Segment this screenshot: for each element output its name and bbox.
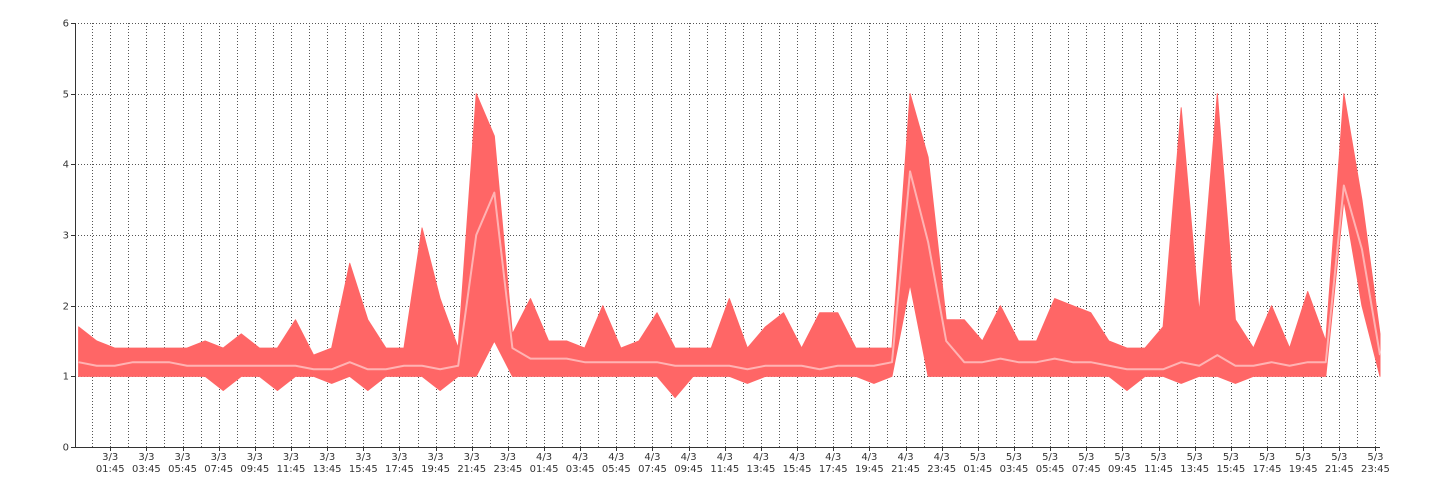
x-tick-label: 3/3 07:45: [204, 452, 234, 475]
x-tick-label: 3/3 09:45: [240, 452, 270, 475]
x-tick-label: 3/3 05:45: [168, 452, 197, 475]
y-tick-label: 5: [63, 90, 69, 101]
x-tick-label: 4/3 23:45: [927, 452, 957, 475]
x-tick-label: 3/3 19:45: [421, 452, 450, 475]
range-band: [78, 93, 1381, 399]
y-tick-label: 6: [63, 19, 69, 30]
average-line: [78, 170, 1381, 371]
x-tick-label: 5/3 17:45: [1252, 452, 1282, 475]
x-tick-label: 4/3 17:45: [818, 452, 848, 475]
x-tick-label: 5/3 13:45: [1180, 452, 1210, 475]
x-tick-label: 5/3 23:45: [1361, 452, 1390, 475]
x-tick-label: 3/3 01:45: [95, 452, 125, 475]
x-tick-label: 3/3 23:45: [493, 452, 523, 475]
x-tick-label: 5/3 19:45: [1288, 452, 1318, 475]
x-tick-label: 3/3 15:45: [348, 452, 378, 475]
x-tick-label: 4/3 03:45: [565, 452, 595, 475]
x-tick-label: 5/3 01:45: [963, 452, 993, 475]
x-tick-label: 4/3 09:45: [674, 452, 704, 475]
x-tick-label: 4/3 05:45: [601, 452, 631, 475]
x-tick-label: 3/3 13:45: [312, 452, 342, 475]
y-tick-label: 3: [63, 231, 69, 242]
x-tick-label: 4/3 19:45: [854, 452, 884, 475]
x-tick-label: 5/3 21:45: [1324, 452, 1354, 475]
x-tick-label: 3/3 17:45: [385, 452, 414, 475]
x-tick-label: 3/3 21:45: [457, 452, 487, 475]
x-tick-label: 3/3 11:45: [276, 452, 306, 475]
x-tick-label: 4/3 07:45: [638, 452, 667, 475]
x-tick-label: 5/3 05:45: [1035, 452, 1065, 475]
x-tick-label: 5/3 11:45: [1144, 452, 1173, 475]
x-tick-label: 5/3 07:45: [1071, 452, 1101, 475]
x-tick-label: 5/3 09:45: [1108, 452, 1137, 475]
y-tick-label: 4: [63, 160, 69, 171]
x-tick-label: 4/3 11:45: [710, 452, 740, 475]
x-tick-label: 5/3 03:45: [999, 452, 1029, 475]
y-tick-label: 0: [63, 443, 69, 454]
x-tick-label: 4/3 13:45: [746, 452, 776, 475]
y-tick-label: 1: [63, 372, 69, 383]
x-tick-label: 4/3 21:45: [891, 452, 920, 475]
x-tick-label: 4/3 15:45: [782, 452, 812, 475]
x-tick-label: 4/3 01:45: [529, 452, 559, 475]
x-tick-label: 5/3 15:45: [1216, 452, 1246, 475]
x-tick-label: 3/3 03:45: [131, 452, 161, 475]
y-tick-label: 2: [63, 302, 69, 313]
